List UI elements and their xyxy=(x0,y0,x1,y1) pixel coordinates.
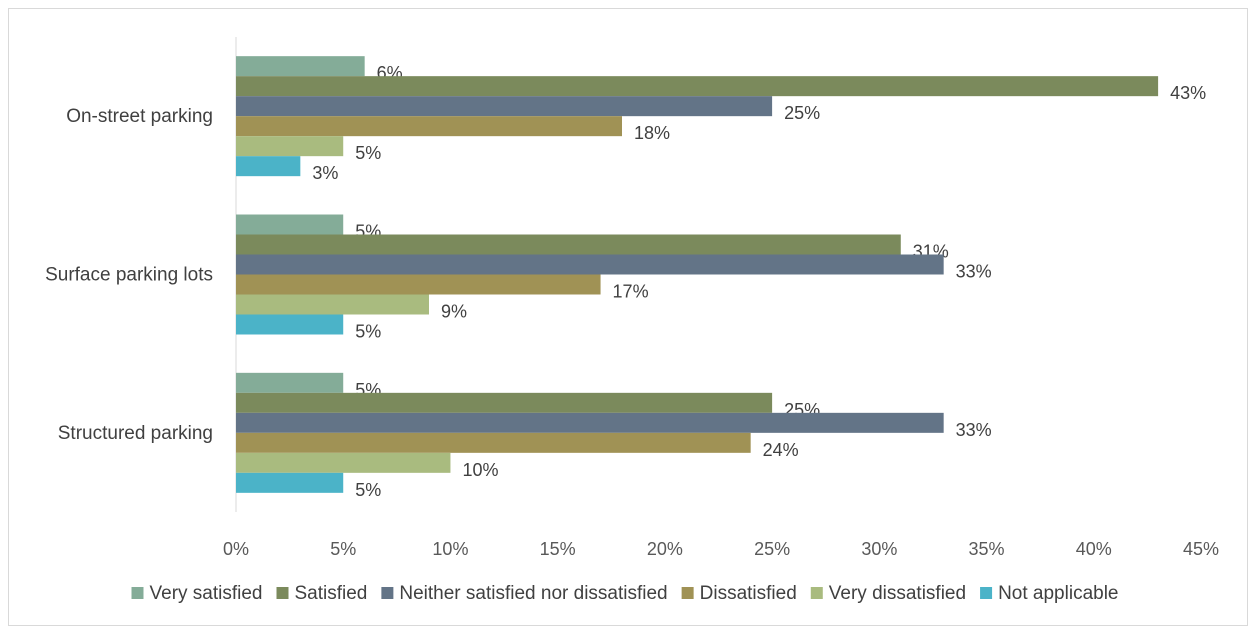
x-tick-label: 25% xyxy=(754,539,790,559)
bar xyxy=(236,372,344,393)
bar xyxy=(236,254,944,275)
bar xyxy=(236,452,451,473)
data-label: 33% xyxy=(956,262,992,282)
bar xyxy=(236,432,751,453)
bar xyxy=(236,472,344,493)
data-label: 43% xyxy=(1170,83,1206,103)
legend-label: Satisfied xyxy=(295,583,368,604)
x-tick-label: 0% xyxy=(223,539,249,559)
x-tick-label: 30% xyxy=(861,539,897,559)
bar xyxy=(236,116,622,137)
data-label: 25% xyxy=(784,103,820,123)
data-label: 5% xyxy=(355,322,381,342)
data-label: 33% xyxy=(956,420,992,440)
data-label: 5% xyxy=(355,143,381,163)
x-tick-label: 15% xyxy=(540,539,576,559)
data-label: 18% xyxy=(634,123,670,143)
data-label: 10% xyxy=(462,460,498,480)
legend-label: Very dissatisfied xyxy=(829,583,966,604)
x-tick-label: 10% xyxy=(432,539,468,559)
data-label: 3% xyxy=(312,163,338,183)
data-label: 17% xyxy=(613,282,649,302)
legend-swatch xyxy=(276,587,289,599)
bar xyxy=(236,56,365,77)
x-tick-label: 5% xyxy=(330,539,356,559)
bar xyxy=(236,392,773,413)
legend-label: Very satisfied xyxy=(150,583,263,604)
x-tick-label: 35% xyxy=(969,539,1005,559)
legend-swatch xyxy=(681,587,694,599)
legend-swatch xyxy=(980,587,993,599)
bar xyxy=(236,156,301,177)
bar xyxy=(236,314,344,335)
x-tick-label: 45% xyxy=(1183,539,1219,559)
bar xyxy=(236,136,344,157)
bar xyxy=(236,412,944,433)
data-label: 24% xyxy=(763,440,799,460)
legend-label: Dissatisfied xyxy=(700,583,797,604)
legend-swatch xyxy=(810,587,823,599)
x-tick-label: 20% xyxy=(647,539,683,559)
category-label: Surface parking lots xyxy=(45,265,213,286)
legend-swatch xyxy=(131,587,144,599)
data-label: 5% xyxy=(355,480,381,500)
x-tick-label: 40% xyxy=(1076,539,1112,559)
category-label: Structured parking xyxy=(58,423,213,444)
bar xyxy=(236,274,601,295)
bar xyxy=(236,96,773,117)
legend-swatch xyxy=(381,587,394,599)
bar xyxy=(236,234,901,255)
legend-label: Neither satisfied nor dissatisfied xyxy=(399,583,667,604)
category-label: On-street parking xyxy=(66,106,213,127)
bar xyxy=(236,76,1159,97)
legend-label: Not applicable xyxy=(998,583,1118,604)
bar xyxy=(236,294,429,315)
data-label: 9% xyxy=(441,302,467,322)
bar xyxy=(236,214,344,235)
